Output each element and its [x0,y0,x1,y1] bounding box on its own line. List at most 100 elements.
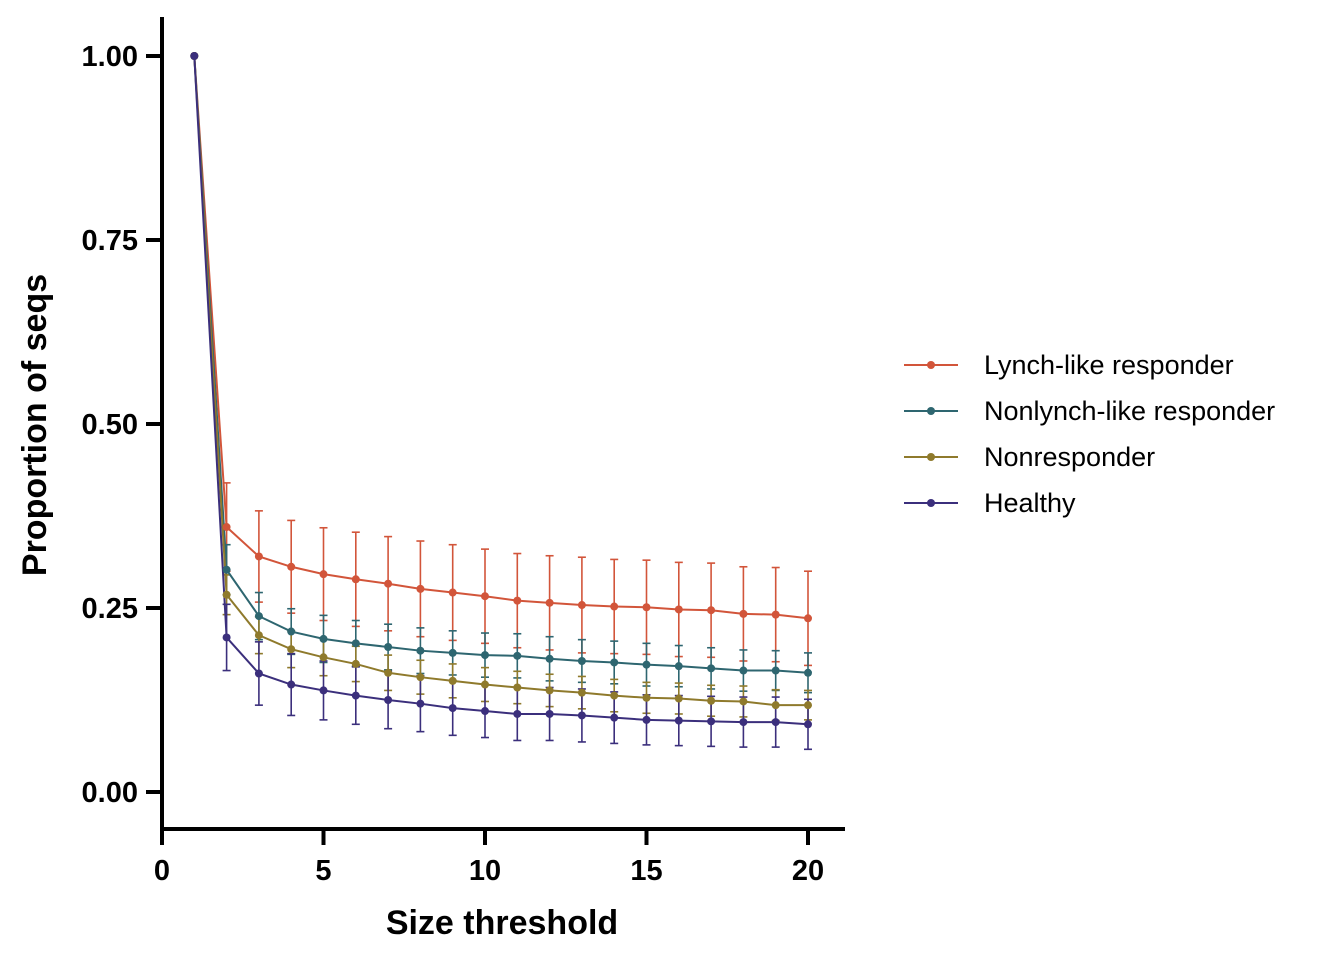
x-tick-label: 15 [630,855,662,887]
nonresponder-point [545,686,554,695]
lynch-like-responder-point [707,606,716,615]
lynch-like-responder-point [384,579,393,588]
healthy-point [254,669,263,678]
lynch-like-responder-point [674,605,683,614]
nonresponder-point [448,676,457,685]
lynch-like-responder-point [642,603,651,612]
nonlynch-like-responder-point [674,662,683,671]
nonresponder-point [481,680,489,689]
healthy-point [384,696,393,704]
nonresponder-point [287,645,296,654]
nonlynch-like-responder-point [319,634,328,643]
nonresponder-point [771,701,780,710]
y-axis-ticks: 0.00 0.25 0.50 0.75 1.00 [82,41,162,809]
healthy-point [545,709,554,718]
nonlynch-like-responder-point [707,664,716,673]
nonresponder-point [674,694,683,703]
nonresponder-point [254,631,263,640]
healthy-point [190,52,199,60]
healthy-point [481,707,489,716]
y-tick-label: 0.25 [82,593,138,625]
nonresponder-point [707,696,716,705]
legend-lynch-like-responder-label: Lynch-like responder [984,350,1234,380]
x-tick-label: 20 [792,855,824,887]
nonresponder-point [319,653,328,662]
healthy-point [448,704,457,713]
y-tick-label: 1.00 [82,41,138,73]
nonlynch-like-responder-point [610,658,619,667]
x-axis-title: Size threshold [386,904,618,942]
nonresponder-point [351,659,360,668]
error-bars [222,482,812,751]
nonresponder-point [513,683,522,692]
series-points [190,52,812,729]
lynch-like-responder-point [481,592,489,601]
nonlynch-like-responder-point [287,627,296,636]
lynch-like-responder-point [319,570,328,579]
healthy-point [577,711,586,720]
nonlynch-like-responder-point [771,666,780,675]
legend-nonresponder-label: Nonresponder [984,442,1155,472]
healthy-point [739,718,748,727]
lynch-like-responder-point [771,610,780,619]
healthy-point [674,716,683,725]
healthy-point [707,717,716,726]
nonresponder-point [222,590,231,599]
series-lines [193,55,809,726]
lynch-like-responder-point [804,614,812,623]
nonlynch-like-responder-point [577,656,586,665]
legend: Lynch-like responder Nonlynch-like respon… [904,350,1275,518]
healthy-point [513,709,522,718]
y-axis-title: Proportion of seqs [16,274,54,576]
lynch-like-responder-point [577,601,586,610]
nonlynch-like-responder-point [384,643,393,652]
y-tick-label: 0.00 [82,777,138,809]
healthy-point [642,715,651,724]
nonlynch-like-responder-line [193,55,809,674]
healthy-point [319,686,328,695]
legend-nonresponder-swatch-marker [927,453,935,461]
healthy-point [771,718,780,727]
lynch-like-responder-point [739,609,748,618]
nonresponder-point [416,673,425,682]
nonlynch-like-responder-point [481,651,489,660]
nonresponder-point [642,693,651,702]
lynch-like-responder-line [193,55,809,620]
legend-lynch-like-responder-swatch-marker [927,361,935,369]
lynch-like-responder-point [448,588,457,597]
nonlynch-like-responder-point [416,646,425,655]
legend-nonlynch-like-responder-label: Nonlynch-like responder [984,396,1275,426]
nonlynch-like-responder-point [254,612,263,621]
x-tick-label: 0 [154,855,170,887]
nonresponder-point [739,697,748,706]
legend-healthy-label: Healthy [984,488,1076,518]
healthy-line [193,55,809,726]
y-tick-label: 0.75 [82,225,138,257]
nonlynch-like-responder-point [804,668,812,677]
x-tick-label: 5 [315,855,331,887]
healthy-point [222,633,231,642]
nonresponder-line [193,55,808,707]
lynch-like-responder-point [513,596,522,605]
nonresponder-point [610,691,619,700]
nonlynch-like-responder-point [545,654,554,663]
lynch-like-responder-point [545,598,554,607]
healthy-point [610,713,619,722]
legend-nonlynch-like-responder-swatch-marker [927,407,935,415]
healthy-point [287,680,296,689]
nonresponder-point [384,668,393,677]
nonlynch-like-responder-point [351,639,360,648]
lynch-like-responder-point [222,523,231,532]
healthy-point [804,720,812,729]
nonlynch-like-responder-point [513,651,522,660]
x-tick-label: 10 [469,855,501,887]
nonlynch-like-responder-point [642,660,651,669]
lynch-like-responder-point [351,575,360,584]
legend-healthy-swatch-marker [927,499,935,507]
nonlynch-like-responder-point [222,565,231,574]
lynch-like-responder-point [254,552,263,561]
lynch-like-responder-point [416,584,425,593]
nonlynch-like-responder-point [739,666,748,675]
nonresponder-point [804,701,812,710]
